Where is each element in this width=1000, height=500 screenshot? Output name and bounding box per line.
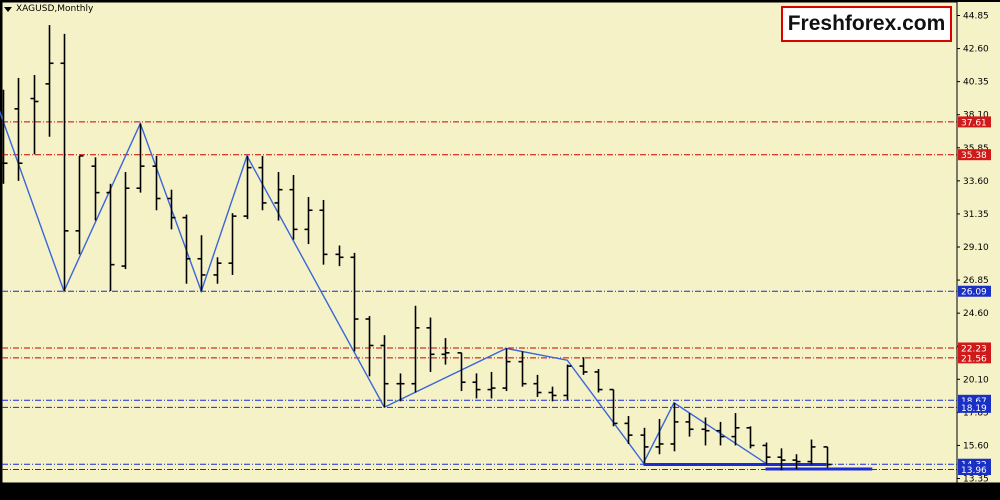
symbol-title: XAGUSD,Monthly	[4, 4, 93, 14]
y-tick-label: 35.85	[963, 144, 989, 154]
level-badge	[958, 149, 991, 161]
x-tick-label: 1 Feb 2013	[300, 487, 350, 497]
y-tick-label: 40.35	[963, 78, 989, 88]
brand-logo-text: Freshforex.com	[787, 12, 946, 35]
level-badge	[958, 285, 991, 297]
level-badge-label: 13.96	[961, 466, 987, 476]
level-badge	[958, 342, 991, 354]
level-badge-label: 35.38	[961, 151, 987, 161]
x-tick-label: 1 Jun 2012	[178, 487, 226, 497]
y-tick-label: 33.60	[963, 177, 989, 187]
y-tick-label: 26.85	[963, 276, 989, 286]
brand-logo: Freshforex.com	[781, 6, 952, 42]
x-tick-label: 1 Jun 2013	[361, 487, 409, 497]
level-badge	[958, 394, 991, 406]
level-badge-label: 37.61	[961, 118, 987, 128]
x-tick-label: 1 Oct 2011	[56, 487, 106, 497]
y-tick-label: 20.10	[963, 375, 989, 385]
y-tick-label: 31.35	[963, 210, 989, 220]
x-tick-label: 1 Oct 2012	[239, 487, 289, 497]
level-badge	[958, 464, 991, 476]
level-badge	[958, 401, 991, 413]
x-tick-label: 1 Feb 2014	[483, 487, 534, 497]
y-tick-label: 13.35	[963, 475, 989, 485]
level-badge	[958, 352, 991, 364]
x-tick-label: 1 Oct 2013	[422, 487, 472, 497]
y-tick-label: 38.10	[963, 111, 989, 121]
y-tick-label: 29.10	[963, 243, 989, 253]
x-tick-label: 1 Feb 2012	[117, 487, 167, 497]
x-tick-label: 1 Jun 2014	[544, 487, 593, 497]
level-badge-label: 22.23	[961, 344, 987, 354]
plot-area	[1, 1, 958, 484]
y-tick-label: 24.60	[963, 309, 989, 319]
y-tick-label: 44.85	[963, 12, 989, 22]
x-tick-label: 1 Jun 2015	[727, 487, 775, 497]
x-tick-label: 1 Feb 2015	[666, 487, 716, 497]
symbol-title-text: XAGUSD,Monthly	[16, 4, 94, 14]
y-tick-label: 15.60	[963, 441, 989, 451]
level-badge-label: 21.56	[961, 354, 987, 364]
x-tick-label: 1 Oct 2014	[605, 487, 655, 497]
level-badge-label: 18.19	[961, 404, 987, 414]
level-badge-label: 26.09	[961, 288, 987, 298]
y-tick-label: 42.60	[963, 45, 989, 55]
x-tick-label: 1 Oct 2015	[788, 487, 838, 497]
x-tick-label: 1 Jun 2011	[3, 487, 51, 497]
level-badge-label: 18.67	[961, 397, 987, 407]
y-tick-label: 17.85	[963, 408, 989, 418]
level-badge	[958, 116, 991, 128]
triangle-down-icon[interactable]	[4, 6, 12, 12]
